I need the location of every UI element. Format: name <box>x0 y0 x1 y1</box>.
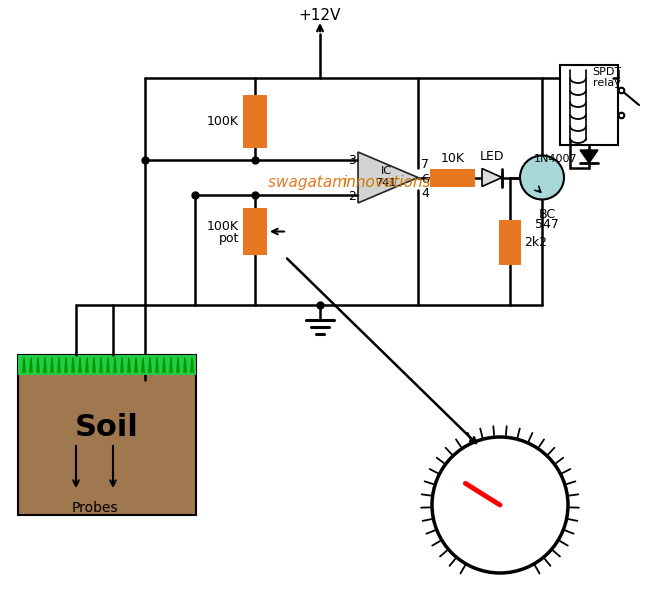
Text: 3: 3 <box>348 155 356 167</box>
Text: SPDT: SPDT <box>592 67 621 77</box>
Text: pot: pot <box>218 232 239 245</box>
Bar <box>243 95 267 148</box>
Text: 6: 6 <box>421 173 429 186</box>
Text: Soil: Soil <box>75 412 139 442</box>
Text: 741: 741 <box>376 177 396 188</box>
Text: Probes: Probes <box>72 501 118 515</box>
Polygon shape <box>482 169 502 186</box>
Text: 1N4007: 1N4007 <box>534 154 577 164</box>
Bar <box>243 208 267 255</box>
Text: relay: relay <box>593 78 621 88</box>
Polygon shape <box>580 150 598 163</box>
FancyBboxPatch shape <box>18 355 196 375</box>
Text: IC: IC <box>380 166 391 175</box>
Circle shape <box>520 155 564 200</box>
Text: 100K: 100K <box>207 115 239 128</box>
Text: 4: 4 <box>421 187 429 200</box>
FancyBboxPatch shape <box>18 355 196 515</box>
Text: innovations: innovations <box>342 175 430 190</box>
Text: 7: 7 <box>421 158 429 171</box>
Text: 2: 2 <box>348 189 356 203</box>
Text: LED: LED <box>480 150 504 163</box>
Circle shape <box>432 437 568 573</box>
Text: 2k2: 2k2 <box>524 236 547 249</box>
Bar <box>499 220 521 265</box>
Text: 547: 547 <box>535 219 559 231</box>
Text: 100K: 100K <box>207 220 239 233</box>
Text: +12V: +12V <box>299 8 341 23</box>
Bar <box>560 65 618 145</box>
Polygon shape <box>358 152 418 203</box>
Text: BC: BC <box>538 208 556 220</box>
Text: 10K: 10K <box>441 152 465 164</box>
Bar <box>430 169 475 186</box>
Text: swagatam: swagatam <box>268 175 352 190</box>
